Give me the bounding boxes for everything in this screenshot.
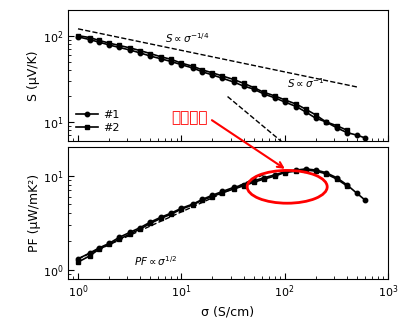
Line: #2: #2: [76, 33, 349, 133]
#2: [241, 81, 246, 85]
#2: [294, 102, 299, 106]
#2: [87, 36, 92, 40]
#2: [148, 52, 153, 55]
#1: [241, 84, 246, 88]
#1: [169, 60, 174, 64]
#1: [272, 96, 277, 100]
Text: $S \propto \sigma^{-1}$: $S \propto \sigma^{-1}$: [287, 76, 324, 89]
#1: [117, 45, 122, 49]
#2: [231, 77, 236, 81]
#2: [128, 46, 133, 50]
#1: [363, 136, 368, 140]
#2: [323, 120, 328, 124]
#1: [200, 70, 205, 74]
#1: [323, 120, 328, 124]
#1: [158, 57, 163, 61]
X-axis label: σ (S/cm): σ (S/cm): [202, 306, 254, 319]
Legend: #1, #2: #1, #2: [74, 108, 122, 135]
#1: [294, 105, 299, 109]
#1: [334, 126, 339, 130]
#2: [158, 55, 163, 59]
#1: [97, 40, 102, 44]
#2: [138, 49, 143, 52]
#1: [210, 73, 215, 77]
#1: [282, 100, 287, 104]
#2: [303, 107, 308, 111]
#1: [262, 92, 266, 96]
#1: [344, 131, 349, 134]
#2: [313, 113, 318, 117]
#1: [313, 116, 318, 120]
#2: [169, 57, 174, 61]
#2: [262, 90, 266, 94]
#1: [220, 76, 225, 80]
#2: [191, 64, 196, 68]
#1: [87, 38, 92, 41]
#2: [76, 34, 80, 38]
#1: [303, 110, 308, 114]
#1: [179, 63, 184, 67]
#2: [210, 71, 215, 75]
#1: [231, 80, 236, 84]
Y-axis label: PF (μW/mK²): PF (μW/mK²): [28, 174, 41, 252]
#1: [148, 54, 153, 58]
#2: [179, 61, 184, 65]
Text: $S \propto \sigma^{-1/4}$: $S \propto \sigma^{-1/4}$: [165, 31, 210, 45]
#1: [138, 51, 143, 55]
#2: [334, 124, 339, 128]
#2: [117, 43, 122, 47]
#1: [251, 87, 256, 91]
Text: 出现峰値: 出现峰値: [171, 110, 208, 125]
#1: [354, 133, 359, 137]
#2: [272, 94, 277, 98]
#1: [128, 48, 133, 52]
#2: [97, 39, 102, 42]
#2: [282, 98, 287, 102]
Text: $PF \propto \sigma^{1/2}$: $PF \propto \sigma^{1/2}$: [134, 254, 178, 268]
Y-axis label: S (μV/K): S (μV/K): [27, 50, 40, 100]
#1: [76, 35, 80, 39]
#2: [251, 86, 256, 89]
#1: [191, 66, 196, 70]
#1: [107, 43, 112, 47]
#2: [107, 41, 112, 45]
#2: [344, 128, 349, 132]
#2: [220, 74, 225, 78]
#2: [200, 68, 205, 72]
Line: #1: #1: [76, 35, 367, 140]
